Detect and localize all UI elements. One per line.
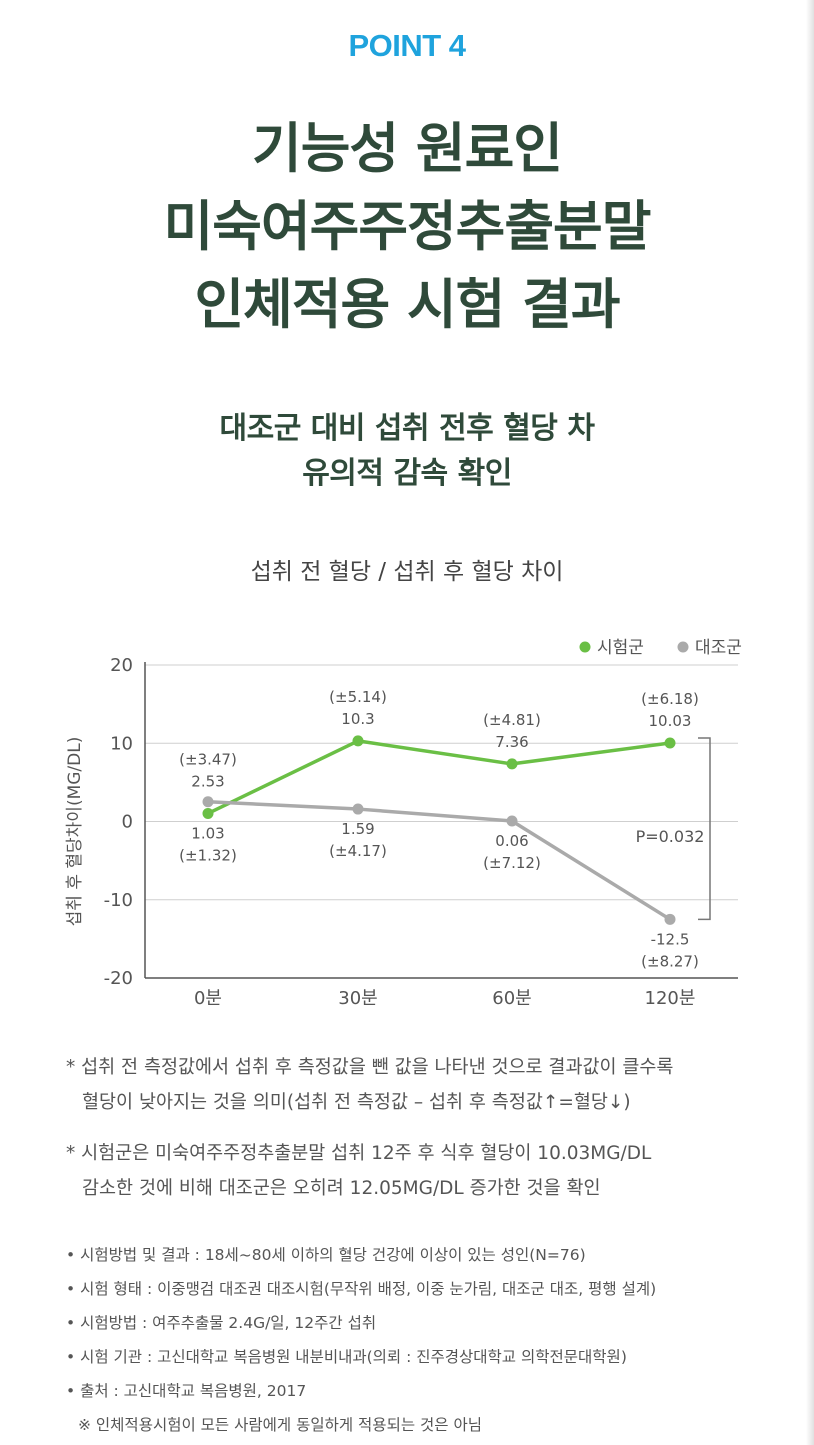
control-group-point xyxy=(202,796,214,808)
y-axis-label: 섭취 후 혈당차이(MG/DL) xyxy=(65,737,85,927)
x-tick-label: 30분 xyxy=(338,988,377,1009)
control-group-point xyxy=(352,803,364,815)
control-group-sd-label: (±8.27) xyxy=(641,952,699,970)
x-tick-label: 60분 xyxy=(492,988,531,1009)
footnote-1-line-1: * 섭취 전 측정값에서 섭취 후 측정값을 뺀 값을 나타낸 것으로 결과값이… xyxy=(66,1057,674,1078)
test-group-sd-label: (±6.18) xyxy=(641,690,699,708)
control-group-point xyxy=(506,815,518,827)
y-tick-label: -20 xyxy=(104,968,133,989)
study-dosage-item: • 시험방법 : 여주추출물 2.4G/일, 12주간 섭취 xyxy=(66,1314,377,1332)
control-group-value-label: 2.53 xyxy=(191,773,224,791)
x-tick-label: 0분 xyxy=(194,988,222,1009)
test-group-sd-label: (±4.81) xyxy=(483,711,541,729)
test-group-sd-label: (±1.32) xyxy=(179,846,237,864)
title-line-1: 기능성 원료인 xyxy=(252,117,563,180)
x-tick-label: 120분 xyxy=(645,988,696,1009)
footnote-2: * 시험군은 미숙여주주정추출분말 섭취 12주 후 식후 혈당이 10.03M… xyxy=(66,1136,786,1206)
legend-marker xyxy=(677,641,689,653)
y-tick-label: -10 xyxy=(104,890,133,911)
title-line-2: 미숙여주주정추출분말 xyxy=(163,195,652,258)
footnote-2-line-1: * 시험군은 미숙여주주정추출분말 섭취 12주 후 식후 혈당이 10.03M… xyxy=(66,1143,652,1164)
page-title: 기능성 원료인 미숙여주주정추출분말 인체적용 시험 결과 xyxy=(0,110,814,344)
footnote-1: * 섭취 전 측정값에서 섭취 후 측정값을 뺀 값을 나타낸 것으로 결과값이… xyxy=(66,1050,786,1120)
footnote-1-line-2: 혈당이 낮아지는 것을 의미(섭취 전 측정값 – 섭취 후 측정값↑=혈당↓) xyxy=(82,1092,631,1113)
study-design-item: • 시험 형태 : 이중맹검 대조권 대조시험(무작위 배정, 이중 눈가림, … xyxy=(66,1280,657,1298)
study-institution-item: • 시험 기관 : 고신대학교 복음병원 내분비내과(의뢰 : 진주경상대학교 … xyxy=(66,1348,627,1366)
test-group-sd-label: (±5.14) xyxy=(329,688,387,706)
blood-sugar-line-chart: 20 10 0 -10 -20 0분 30분 60분 120분 섭취 후 혈당차이(MG/DL) 시… xyxy=(65,638,742,1009)
p-value-label: P=0.032 xyxy=(636,827,705,846)
control-group-line xyxy=(207,799,671,921)
study-details: • 시험방법 및 결과 : 18세~80세 이하의 혈당 건강에 이상이 있는 … xyxy=(66,1238,786,1442)
test-group-value-label: 1.03 xyxy=(191,824,224,842)
control-group-value-label: 1.59 xyxy=(341,820,374,838)
control-group-sd-label: (±3.47) xyxy=(179,751,237,769)
test-group-value-label: 10.03 xyxy=(649,712,692,730)
point-label: POINT 4 xyxy=(348,28,466,63)
control-group-value-label: 0.06 xyxy=(495,832,528,850)
test-group-point xyxy=(506,758,518,770)
control-group-sd-label: (±4.17) xyxy=(329,842,387,860)
y-tick-label: 0 xyxy=(122,812,133,833)
page-edge-shadow xyxy=(806,0,814,1445)
subtitle-line-2: 유의적 감속 확인 xyxy=(302,456,512,491)
y-tick-label: 10 xyxy=(110,733,133,754)
title-line-3: 인체적용 시험 결과 xyxy=(194,273,620,336)
subtitle-line-1: 대조군 대비 섭취 전후 혈당 차 xyxy=(219,411,595,446)
y-tick-label: 20 xyxy=(110,655,133,676)
chart-caption: 섭취 전 혈당 / 섭취 후 혈당 차이 xyxy=(250,559,564,585)
control-group-point xyxy=(664,913,676,925)
study-method-item: • 시험방법 및 결과 : 18세~80세 이하의 혈당 건강에 이상이 있는 … xyxy=(66,1246,586,1264)
test-group-point xyxy=(352,735,364,747)
page-subtitle: 대조군 대비 섭취 전후 혈당 차 유의적 감속 확인 xyxy=(0,406,814,496)
p-value-bracket xyxy=(698,737,711,921)
test-group-value-label: 7.36 xyxy=(495,733,528,751)
disclaimer-text: ※ 인체적용시험이 모든 사람에게 동일하게 적용되는 것은 아님 xyxy=(78,1416,482,1434)
test-group-point xyxy=(664,737,676,749)
footnote-2-line-2: 감소한 것에 비해 대조군은 오히려 12.05MG/DL 증가한 것을 확인 xyxy=(82,1178,601,1199)
legend-label: 시험군 xyxy=(597,638,644,658)
control-group-sd-label: (±7.12) xyxy=(483,854,541,872)
legend-marker xyxy=(579,641,591,653)
footnotes: * 섭취 전 측정값에서 섭취 후 측정값을 뺀 값을 나타낸 것으로 결과값이… xyxy=(66,1050,786,1222)
test-group-value-label: 10.3 xyxy=(341,710,374,728)
test-group-point xyxy=(202,807,214,819)
legend-label: 대조군 xyxy=(695,638,742,658)
study-source-item: • 출처 : 고신대학교 복음병원, 2017 xyxy=(66,1382,307,1400)
control-group-value-label: -12.5 xyxy=(651,930,690,948)
test-group-line xyxy=(207,739,671,816)
